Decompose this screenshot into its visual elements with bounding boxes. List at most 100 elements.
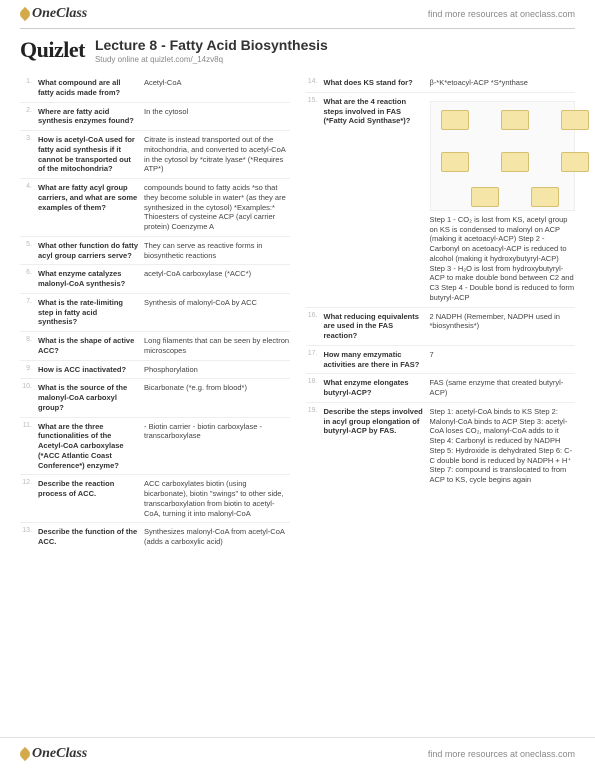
qa-row: 1. What compound are all fatty acids made… [20,74,290,102]
question-text: What are fatty acyl group carriers, and … [38,183,138,232]
qa-row: 6. What enzyme catalyzes malonyl-CoA synt… [20,264,290,293]
question-number: 14. [306,78,318,88]
diagram-node [501,152,529,172]
qa-row: 19. Describe the steps involved in acyl g… [306,402,576,489]
diagram-node [441,110,469,130]
question-number: 10. [20,383,32,412]
question-number: 1. [20,78,32,98]
answer-text: FAS (same enzyme that created butyryl-AC… [430,378,576,398]
answer-text: β-*K*etoacyl-ACP *S*ynthase [430,78,576,88]
diagram-node [501,110,529,130]
question-text: What is the shape of active ACC? [38,336,138,356]
leaf-icon [18,747,32,761]
question-number: 17. [306,350,318,370]
question-text: What enzyme catalyzes malonyl-CoA synthe… [38,269,138,289]
question-text: Where are fatty acid synthesis enzymes f… [38,107,138,127]
question-text: How many emzymatic activities are there … [324,350,424,370]
diagram-node [471,187,499,207]
answer-text: Step 1: acetyl-CoA binds to KS Step 2: M… [430,407,576,485]
qa-row: 10. What is the source of the malonyl-CoA… [20,378,290,416]
answer-text: acetyl-CoA carboxylase (*ACC*) [144,269,290,289]
answer-text: Citrate is instead transported out of th… [144,135,290,174]
qa-row: 3.How is acetyl-CoA used for fatty acid … [20,130,290,178]
top-bar: OneClass find more resources at oneclass… [0,0,595,28]
question-number: 18. [306,378,318,398]
question-text: What compound are all fatty acids made f… [38,78,138,98]
question-number: 7. [20,298,32,327]
diagram-node [531,187,559,207]
qa-row: 16. What reducing equivalents are used in… [306,307,576,345]
question-number: 19. [306,407,318,485]
question-number: 16. [306,312,318,341]
answer-text: Bicarbonate (*e.g. from blood*) [144,383,290,412]
fas-diagram [430,101,576,211]
question-number: 11. [20,422,32,471]
question-number: 4. [20,183,32,232]
qa-row: 18. What enzyme elongates butyryl-ACP? FAS… [306,373,576,402]
answer-text: Synthesis of malonyl-CoA by ACC [144,298,290,327]
question-text: How is acetyl-CoA used for fatty acid sy… [38,135,138,174]
qa-row: 13. Describe the function of the ACC. Synt… [20,522,290,551]
diagram-node [561,110,589,130]
question-text: Describe the reaction process of ACC. [38,479,138,518]
qa-row: 17. How many emzymatic activities are the… [306,345,576,374]
question-text: What does KS stand for? [324,78,424,88]
brand-text: OneClass [32,6,87,21]
answer-text: 2 NADPH (Remember, NADPH used in *biosyn… [430,312,576,341]
question-number: 5. [20,241,32,261]
qa-row: 15.What are the 4 reaction steps involve… [306,92,576,307]
answer-text: Acetyl-CoA [144,78,290,98]
brand-text-bottom: OneClass [32,746,87,761]
question-number: 8. [20,336,32,356]
qa-row: 4.What are fatty acyl group carriers, an… [20,178,290,236]
leaf-icon [18,7,32,21]
column-right: 14. What does KS stand for? β-*K*etoacyl-A… [306,74,576,551]
title-block: Lecture 8 - Fatty Acid Biosynthesis Stud… [95,37,575,64]
question-number: 2. [20,107,32,127]
resources-link-top[interactable]: find more resources at oneclass.com [428,9,575,19]
diagram-node [441,152,469,172]
header: Quizlet Lecture 8 - Fatty Acid Biosynthe… [0,29,595,68]
page-title: Lecture 8 - Fatty Acid Biosynthesis [95,37,575,53]
resources-link-bottom[interactable]: find more resources at oneclass.com [428,749,575,759]
answer-text: ACC carboxylates biotin (using bicarbona… [144,479,290,518]
answer-text: 7 [430,350,576,370]
question-text: Describe the function of the ACC. [38,527,138,547]
question-text: How is ACC inactivated? [38,365,138,375]
question-text: What other function do fatty acyl group … [38,241,138,261]
answer-text: compounds bound to fatty acids *so that … [144,183,290,232]
content: 1. What compound are all fatty acids made… [0,68,595,581]
brand-logo: OneClass [20,6,87,22]
answer-text: Long filaments that can be seen by elect… [144,336,290,356]
diagram-node [561,152,589,172]
qa-row: 12. Describe the reaction process of ACC.… [20,474,290,522]
question-number: 13. [20,527,32,547]
question-text: What enzyme elongates butyryl-ACP? [324,378,424,398]
answer-text: - Biotin carrier - biotin carboxylase - … [144,422,290,471]
question-text: What are the 4 reaction steps involved i… [324,97,424,303]
qa-row: 14. What does KS stand for? β-*K*etoacyl-A… [306,74,576,92]
answer-text: Phosphorylation [144,365,290,375]
qa-row: 11. What are the three functionalities of… [20,417,290,475]
qa-row: 9.How is ACC inactivated?Phosphorylation [20,360,290,379]
question-number: 6. [20,269,32,289]
question-text: What is the source of the malonyl-CoA ca… [38,383,138,412]
qa-row: 8. What is the shape of active ACC? Long f… [20,331,290,360]
column-left: 1. What compound are all fatty acids made… [20,74,290,551]
subtitle: Study online at quizlet.com/_14zv8q [95,55,575,64]
question-number: 3. [20,135,32,174]
question-text: What reducing equivalents are used in th… [324,312,424,341]
qa-row: 7.What is the rate-limiting step in fatt… [20,293,290,331]
answer-text: Step 1 - CO₂ is lost from KS, acetyl gro… [430,97,576,303]
bottom-bar: OneClass find more resources at oneclass… [0,737,595,770]
qa-row: 5. What other function do fatty acyl grou… [20,236,290,265]
question-text: What are the three functionalities of th… [38,422,138,471]
quizlet-logo: Quizlet [20,37,85,63]
answer-text: They can serve as reactive forms in bios… [144,241,290,261]
answer-steps: Step 1 - CO₂ is lost from KS, acetyl gro… [430,215,576,303]
answer-text: Synthesizes malonyl-CoA from acetyl-CoA … [144,527,290,547]
question-text: Describe the steps involved in acyl grou… [324,407,424,485]
question-number: 12. [20,479,32,518]
question-text: What is the rate-limiting step in fatty … [38,298,138,327]
qa-row: 2. Where are fatty acid synthesis enzymes… [20,102,290,131]
